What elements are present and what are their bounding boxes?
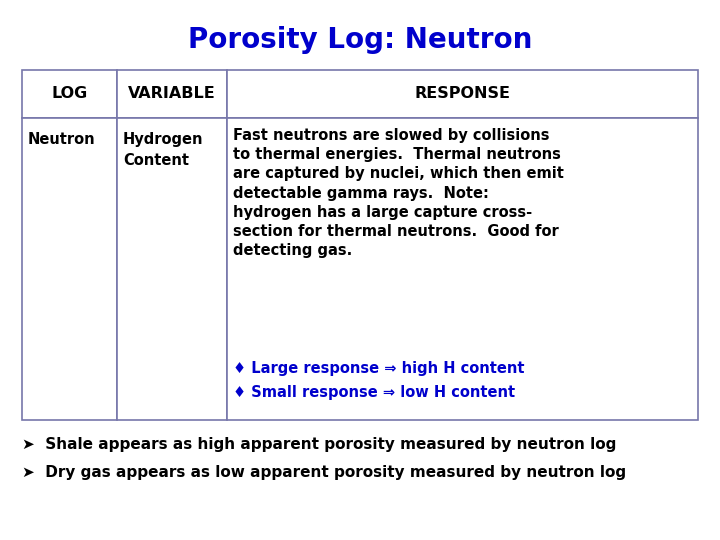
Bar bbox=[117, 70, 227, 118]
Text: Neutron: Neutron bbox=[28, 132, 96, 147]
Text: RESPONSE: RESPONSE bbox=[415, 86, 510, 102]
Bar bbox=[227, 70, 698, 118]
Bar bbox=[227, 118, 698, 420]
Text: Hydrogen
Content: Hydrogen Content bbox=[123, 132, 204, 168]
Bar bbox=[22, 70, 117, 118]
Text: LOG: LOG bbox=[51, 86, 88, 102]
Bar bbox=[117, 118, 227, 420]
Bar bbox=[22, 118, 117, 420]
Text: ➤  Dry gas appears as low apparent porosity measured by neutron log: ➤ Dry gas appears as low apparent porosi… bbox=[22, 464, 626, 480]
Text: VARIABLE: VARIABLE bbox=[128, 86, 216, 102]
Text: Fast neutrons are slowed by collisions
to thermal energies.  Thermal neutrons
ar: Fast neutrons are slowed by collisions t… bbox=[233, 128, 564, 258]
Text: Porosity Log: Neutron: Porosity Log: Neutron bbox=[188, 26, 532, 54]
Text: ♦ Large response ⇒ high H content: ♦ Large response ⇒ high H content bbox=[233, 361, 524, 375]
Text: ♦ Small response ⇒ low H content: ♦ Small response ⇒ low H content bbox=[233, 386, 515, 401]
Text: ➤  Shale appears as high apparent porosity measured by neutron log: ➤ Shale appears as high apparent porosit… bbox=[22, 437, 616, 453]
